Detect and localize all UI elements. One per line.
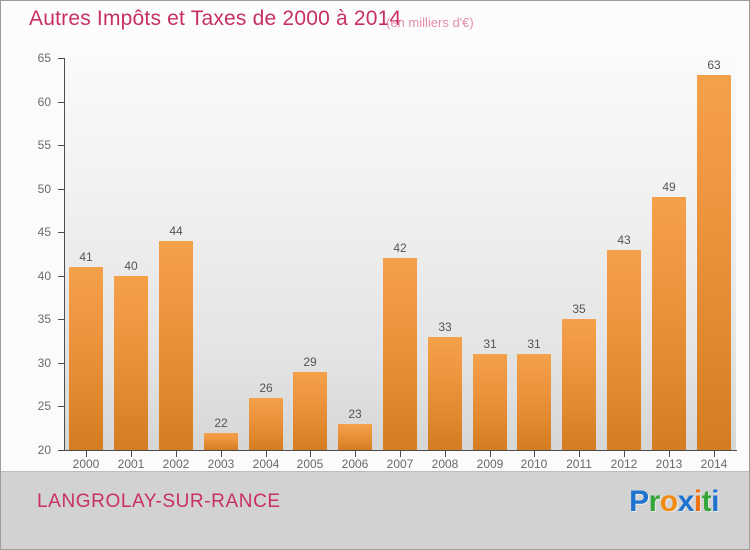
bar[interactable] <box>562 319 596 450</box>
bar-value-label: 33 <box>438 320 452 334</box>
bar-value-label: 23 <box>348 407 362 421</box>
y-axis-tick-label: 50 <box>37 181 51 196</box>
x-axis-tick-label: 2006 <box>341 457 369 471</box>
x-axis-tick-label: 2003 <box>207 457 235 471</box>
bar[interactable] <box>249 398 283 450</box>
x-axis-tick-label: 2011 <box>566 457 592 471</box>
bar-value-label: 22 <box>214 416 228 430</box>
bar-value-label: 49 <box>662 180 676 194</box>
page-title: Autres Impôts et Taxes de 2000 à 2014 <box>29 7 402 30</box>
bar-value-label: 63 <box>707 58 721 72</box>
x-axis-tick-label: 2014 <box>700 457 728 471</box>
x-axis-tick-label: 2009 <box>476 457 504 471</box>
logo-letter-t: t <box>701 485 712 518</box>
y-axis-tick-label: 35 <box>37 312 51 327</box>
y-axis-tick <box>58 362 64 364</box>
x-axis-tick <box>624 451 625 457</box>
y-axis-tick <box>58 145 64 147</box>
bar-value-label: 41 <box>79 250 93 264</box>
x-axis-tick-label: 2013 <box>655 457 683 471</box>
y-axis-tick <box>58 101 64 103</box>
x-axis-tick-label: 2004 <box>252 457 280 471</box>
y-axis-tick <box>58 450 64 451</box>
bar-value-label: 42 <box>393 241 407 255</box>
bar-value-label: 26 <box>259 381 273 395</box>
x-axis-tick <box>669 451 670 457</box>
bar[interactable] <box>114 276 148 450</box>
x-axis-tick <box>445 451 446 457</box>
logo-letter-r: r <box>648 485 661 518</box>
x-axis-tick-label: 2001 <box>117 457 145 471</box>
y-axis-line <box>64 58 65 451</box>
y-axis-tick-label: 55 <box>37 138 51 153</box>
bar[interactable] <box>428 337 462 450</box>
x-axis-tick <box>534 451 535 457</box>
bar-value-label: 44 <box>169 224 183 238</box>
y-axis-tick <box>58 188 64 190</box>
bar[interactable] <box>607 250 641 450</box>
logo-letter-x: x <box>677 485 695 518</box>
commune-name: LANGROLAY-SUR-RANCE <box>37 491 281 512</box>
bar[interactable] <box>383 258 417 450</box>
x-axis-tick <box>310 451 311 457</box>
bar[interactable] <box>517 354 551 450</box>
bar[interactable] <box>69 267 103 450</box>
footer-divider <box>1 471 749 472</box>
bar[interactable] <box>204 433 238 450</box>
chart-subtitle: (en milliers d'€) <box>386 15 474 30</box>
bar-value-label: 43 <box>617 233 631 247</box>
x-axis-tick <box>579 451 580 457</box>
y-axis-tick-label: 45 <box>37 225 51 240</box>
bar[interactable] <box>338 424 372 450</box>
bar-value-label: 35 <box>572 302 586 316</box>
x-axis-tick <box>131 451 132 457</box>
x-axis-tick <box>176 451 177 457</box>
y-axis-tick-label: 65 <box>37 51 51 65</box>
x-axis-tick-label: 2002 <box>162 457 190 471</box>
y-axis-tick-label: 20 <box>37 443 51 457</box>
y-axis-tick <box>58 232 64 234</box>
x-axis-tick <box>266 451 267 457</box>
x-axis-tick <box>714 451 715 457</box>
x-axis-tick-label: 2005 <box>296 457 324 471</box>
logo-letter-i1: i <box>693 485 702 518</box>
bar-value-label: 40 <box>124 259 138 273</box>
x-axis-tick-label: 2007 <box>386 457 414 471</box>
chart-footer: LANGROLAY-SUR-RANCE Proxiti <box>1 471 749 549</box>
bar-value-label: 31 <box>527 337 541 351</box>
chart-header: Autres Impôts et Taxes de 2000 à 2014 (e… <box>1 1 749 39</box>
x-axis-tick <box>355 451 356 457</box>
y-axis-tick-label: 30 <box>37 355 51 370</box>
bar[interactable] <box>473 354 507 450</box>
bar-value-label: 31 <box>483 337 497 351</box>
x-axis-tick <box>490 451 491 457</box>
bar[interactable] <box>159 241 193 450</box>
y-axis-tick-label: 25 <box>37 399 51 414</box>
x-axis-tick-label: 2012 <box>610 457 638 471</box>
x-axis-tick-label: 2000 <box>72 457 100 471</box>
y-axis-tick <box>58 319 64 321</box>
y-axis-tick-label: 60 <box>37 94 51 109</box>
x-axis-tick-label: 2008 <box>431 457 459 471</box>
x-axis-tick <box>400 451 401 457</box>
bar-value-label: 29 <box>303 355 317 369</box>
proxiti-logo[interactable]: Proxiti <box>629 485 719 519</box>
x-axis-tick <box>86 451 87 457</box>
x-axis-tick <box>221 451 222 457</box>
bar[interactable] <box>293 372 327 450</box>
y-axis-tick <box>58 275 64 277</box>
bar[interactable] <box>652 197 686 450</box>
x-axis-line <box>64 450 737 451</box>
logo-letter-i2: i <box>711 485 719 518</box>
y-axis-tick <box>58 58 64 59</box>
y-axis-tick-label: 40 <box>37 268 51 283</box>
y-axis-tick <box>58 406 64 408</box>
x-axis-tick-label: 2010 <box>520 457 548 471</box>
bar[interactable] <box>697 75 731 450</box>
logo-letter-o: o <box>659 485 678 518</box>
logo-letter-p: P <box>629 485 649 518</box>
